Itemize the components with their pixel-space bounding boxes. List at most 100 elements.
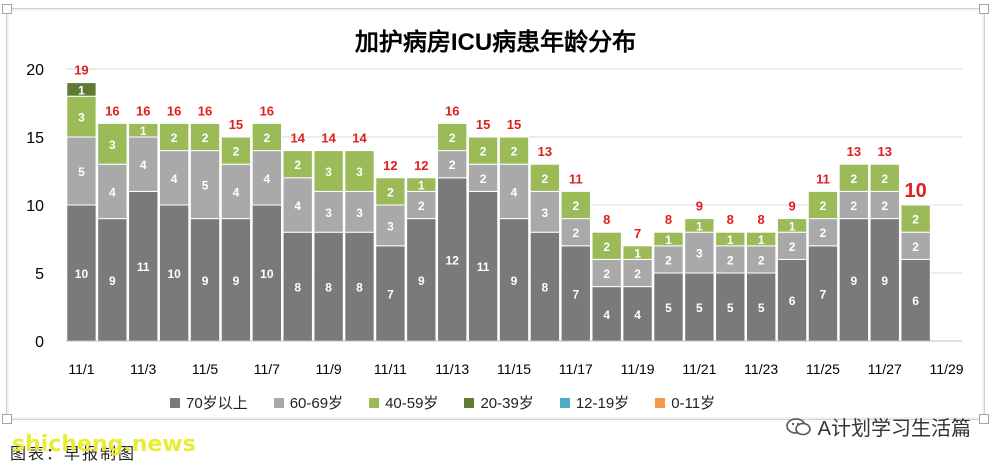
segment-data-label: 5 [202, 179, 209, 193]
segment-data-label: 4 [233, 185, 240, 199]
segment-data-label: 3 [356, 165, 363, 179]
bar-segment [869, 218, 900, 342]
resize-handle-top-right[interactable] [979, 4, 989, 14]
legend-item: 40-59岁 [369, 392, 438, 413]
y-tick-label: 5 [35, 266, 44, 283]
segment-data-label: 10 [167, 267, 181, 281]
resize-handle-bottom-left[interactable] [2, 414, 12, 424]
bar-segment [158, 122, 190, 152]
total-data-label: 11 [569, 171, 583, 186]
bar-segment [560, 190, 591, 220]
segment-data-label: 2 [851, 172, 858, 186]
bar-segment [498, 136, 530, 165]
segment-data-label: 1 [665, 233, 672, 247]
segment-data-label: 1 [758, 233, 765, 247]
legend-label: 12-19岁 [575, 395, 630, 412]
segment-data-label: 2 [202, 131, 209, 145]
legend: 70岁以上 60-69岁 40-59岁 20-39岁 12-19岁 0-11岁 [170, 392, 715, 413]
total-data-label: 12 [414, 158, 428, 173]
total-data-label: 12 [383, 158, 397, 173]
segment-data-label: 1 [78, 83, 85, 97]
bar-segment [591, 231, 622, 260]
total-data-label: 13 [878, 144, 892, 159]
chart-title: 加护病房ICU病患年龄分布 [354, 29, 637, 56]
legend-swatch [170, 397, 180, 408]
bar-segment [776, 231, 808, 260]
bar-segment [467, 136, 499, 165]
bar-segment [467, 163, 499, 192]
segment-data-label: 2 [820, 226, 827, 240]
bar-segment [251, 204, 283, 342]
bar-segment [344, 231, 375, 342]
bar-segment [313, 190, 344, 233]
total-data-label: 13 [847, 144, 861, 159]
bar-segment [128, 136, 159, 192]
x-tick-label: 11/29 [930, 361, 964, 377]
total-data-label: 15 [507, 117, 521, 132]
segment-data-label: 1 [727, 233, 734, 247]
total-data-label: 8 [727, 212, 734, 227]
total-data-label: 11 [816, 171, 830, 186]
total-data-label: 15 [476, 117, 490, 132]
bar-segment [66, 82, 97, 97]
total-data-label: 14 [290, 131, 305, 146]
bar-segment [529, 163, 561, 192]
segment-data-label: 2 [480, 145, 487, 159]
total-data-label: 14 [352, 131, 367, 146]
segment-data-label: 3 [542, 206, 549, 220]
bar-segment [745, 245, 777, 274]
bar-segment [251, 150, 283, 206]
bar-segment [838, 190, 870, 220]
segment-data-label: 2 [572, 226, 579, 240]
segment-data-label: 5 [665, 301, 672, 315]
total-data-label: 19 [74, 63, 88, 78]
bar-segment [653, 272, 684, 342]
segment-data-label: 8 [294, 281, 301, 295]
bar-segment [560, 218, 591, 247]
resize-handle-bottom-right[interactable] [979, 414, 989, 424]
segment-data-label: 2 [294, 158, 301, 172]
bar-segment [406, 218, 437, 342]
total-data-label: 7 [634, 226, 641, 241]
bar-segment [406, 190, 437, 220]
bar-segment [684, 272, 715, 342]
figure-caption: 图表：早报制图 [10, 446, 137, 463]
total-data-label: 16 [260, 103, 274, 118]
legend-swatch [369, 397, 380, 408]
x-tick-label: 11/7 [254, 361, 280, 377]
bar-segment [406, 177, 437, 192]
bar-segment [97, 218, 128, 342]
bar-segment [715, 272, 746, 342]
bar-segment [745, 231, 777, 247]
segment-data-label: 2 [572, 199, 579, 213]
segment-data-label: 2 [263, 131, 270, 145]
segment-data-label: 2 [758, 253, 765, 267]
bar-segment [158, 204, 190, 342]
legend-swatch [559, 397, 570, 408]
bar-segment [900, 231, 931, 260]
segment-data-label: 3 [78, 111, 85, 125]
bar-segment [684, 231, 715, 274]
bar-segment [282, 177, 313, 233]
legend-label: 20-39岁 [480, 395, 534, 412]
segment-data-label: 10 [75, 267, 89, 281]
bar-segment [344, 190, 375, 233]
x-tick-label: 11/25 [806, 361, 840, 377]
x-tick-label: 11/19 [621, 361, 655, 377]
segment-data-label: 2 [727, 253, 734, 267]
legend-label: 40-59岁 [385, 395, 439, 412]
bar-segment [344, 150, 375, 192]
resize-handle-top-left[interactable] [2, 4, 12, 14]
segment-data-label: 5 [78, 165, 85, 179]
x-tick-label: 11/23 [744, 361, 778, 377]
segment-data-label: 9 [851, 274, 858, 288]
total-data-label: 14 [321, 131, 336, 146]
bar-segment [375, 177, 406, 206]
bar-segment [189, 122, 221, 152]
legend-item: 20-39岁 [464, 392, 534, 413]
bar-segment [220, 218, 252, 342]
segment-data-label: 7 [572, 287, 579, 301]
segment-data-label: 2 [233, 145, 240, 159]
segment-data-label: 2 [480, 172, 487, 186]
